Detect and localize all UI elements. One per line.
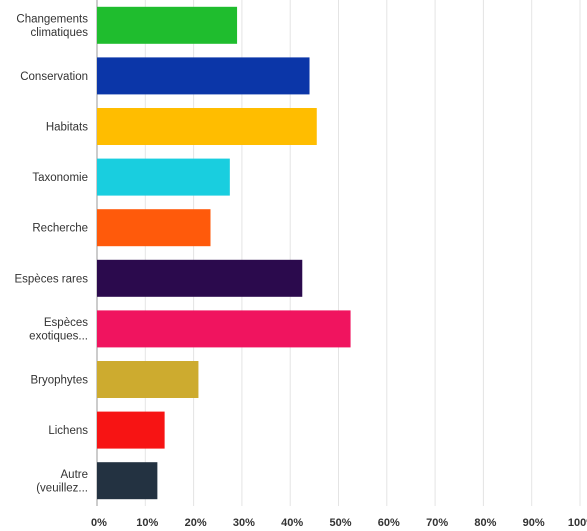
bar[interactable] [97, 411, 165, 449]
bar[interactable] [97, 158, 230, 196]
bar[interactable] [97, 209, 211, 247]
bar[interactable] [97, 310, 351, 348]
bar[interactable] [97, 462, 158, 500]
x-tick-label: 40% [281, 517, 303, 529]
bar[interactable] [97, 6, 238, 44]
x-tick-label: 10% [136, 517, 158, 529]
category-label: Lichens [48, 425, 88, 437]
x-tick-label: 20% [185, 517, 207, 529]
category-label: Recherche [32, 223, 88, 235]
category-label: Habitats [46, 122, 88, 134]
x-tick-label: 90% [523, 517, 545, 529]
x-tick-label: 70% [426, 517, 448, 529]
x-axis-ticks: 0% 10% 20% 30% 40% 50% 60% 70% 80% 90% 100% [91, 517, 587, 529]
x-tick-label: 0% [91, 517, 107, 529]
category-label: Espèces [44, 317, 88, 329]
category-label: Changements [16, 14, 88, 26]
bars [97, 6, 351, 500]
category-label: Espèces rares [14, 273, 88, 285]
category-label: Taxonomie [32, 172, 88, 184]
category-label: Autre [61, 469, 89, 481]
x-tick-label: 60% [378, 517, 400, 529]
category-label: (veuillez... [36, 482, 88, 494]
bar[interactable] [97, 259, 303, 297]
category-label: Conservation [20, 71, 88, 83]
x-tick-label: 80% [474, 517, 496, 529]
bar[interactable] [97, 108, 317, 145]
x-tick-label: 30% [233, 517, 255, 529]
category-label: climatiques [30, 27, 88, 39]
x-tick-label: 50% [329, 517, 351, 529]
bar[interactable] [97, 361, 199, 398]
category-label: exotiques... [29, 331, 88, 343]
x-tick-label: 100% [568, 517, 587, 529]
bar[interactable] [97, 57, 310, 95]
category-label: Bryophytes [30, 375, 88, 387]
